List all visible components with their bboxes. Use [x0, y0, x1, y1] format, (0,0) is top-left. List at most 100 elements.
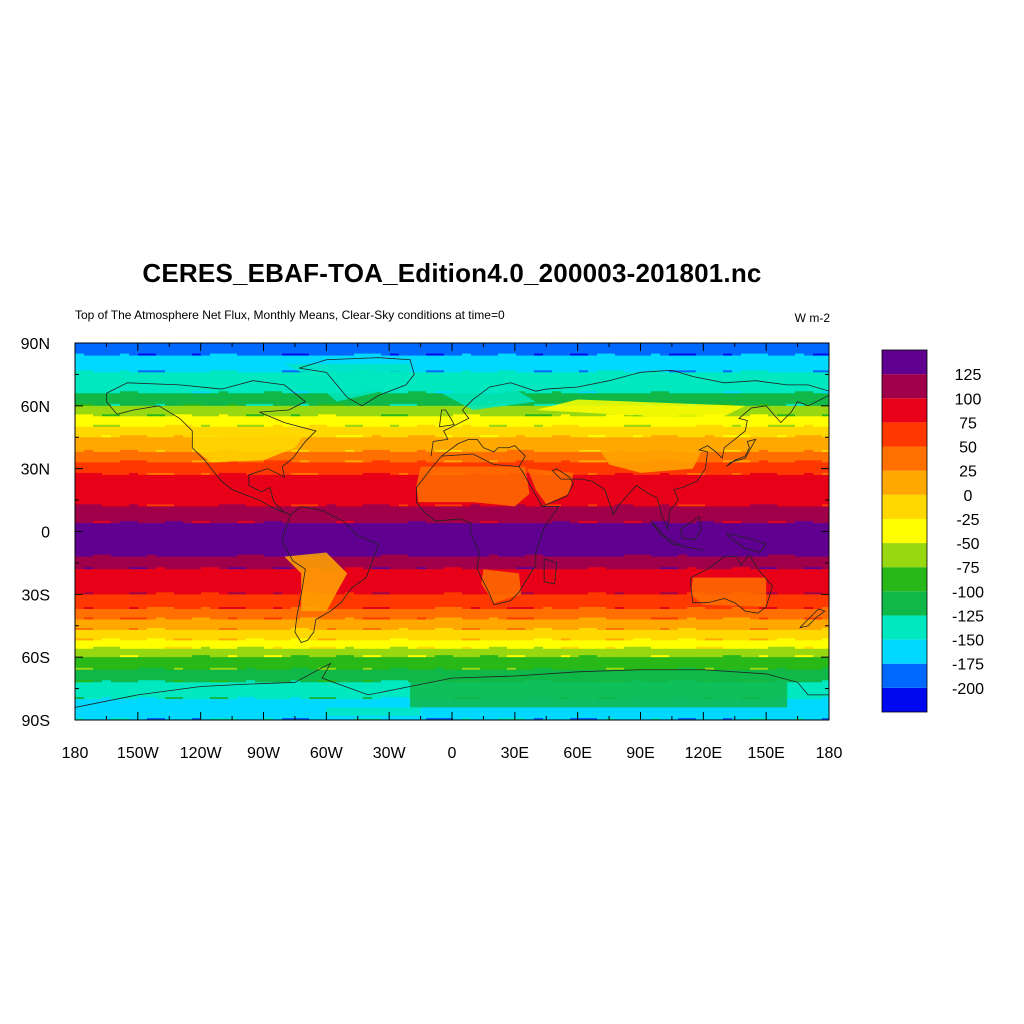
map-subtitle: Top of The Atmosphere Net Flux, Monthly …: [75, 308, 505, 322]
flux-cell: [282, 718, 291, 720]
lon-tick-label: 90E: [626, 745, 654, 762]
coastline: [415, 453, 560, 606]
flux-band: [75, 629, 829, 641]
flux-cell: [795, 718, 804, 720]
flux-cell: [111, 718, 120, 720]
colorbar-label: -200: [952, 681, 984, 698]
colorbar-label: -25: [956, 512, 979, 529]
flux-band: [75, 372, 829, 394]
flux-band: [75, 523, 829, 558]
colorbar-swatch: [882, 567, 927, 592]
coastline: [75, 662, 829, 708]
colorbar-frame: [881, 349, 928, 713]
land-patch: [190, 426, 306, 463]
flux-cell: [678, 718, 687, 720]
lon-tick-label: 30W: [373, 745, 407, 762]
lon-tick-label: 60E: [563, 745, 591, 762]
flux-cell: [210, 718, 219, 720]
coastline: [799, 608, 826, 629]
flux-cell: [75, 718, 84, 720]
lat-tick-label: 30S: [22, 587, 50, 604]
lat-tick-label: 60N: [21, 399, 50, 416]
lon-tick-label: 90W: [247, 745, 281, 762]
longitude-labels: 180 150W 120W 90W 60W 30W 0 30E 60E 90E 120E 150E 18…: [62, 745, 843, 762]
flux-cell: [687, 718, 696, 720]
colorbar-swatch: [882, 374, 927, 399]
coastline: [106, 380, 317, 516]
colorbar-swatch: [882, 639, 927, 664]
lon-tick-label: 120E: [685, 745, 722, 762]
land-patch: [416, 466, 530, 507]
flux-cell: [651, 718, 660, 720]
units-label: W m-2: [794, 311, 830, 325]
lon-tick-label: 150E: [747, 745, 784, 762]
lat-tick-label: 30N: [21, 462, 50, 479]
flux-cell: [534, 718, 543, 720]
lon-tick-label: 180: [816, 745, 843, 762]
coastlines: [75, 357, 829, 708]
colorbar-swatch: [882, 687, 927, 712]
flux-band: [75, 355, 829, 373]
coastline: [430, 369, 829, 457]
flux-band: [75, 648, 829, 658]
land-patch: [284, 363, 411, 402]
flux-cell: [570, 718, 579, 720]
colorbar-swatch: [882, 350, 927, 375]
colorbar-label: -100: [952, 584, 984, 601]
flux-cell: [426, 718, 435, 720]
latitude-labels: 90N 60N 30N 0 30S 60S 90S: [21, 336, 50, 730]
lat-tick-label: 90S: [22, 713, 50, 730]
colorbar-label: -50: [956, 536, 979, 553]
land-patch: [598, 443, 704, 473]
colorbar-swatch: [882, 422, 927, 447]
colorbar: 125 100 75 50 25 0 -25 -50 -75 -100 -125 -150 -175 -2…: [881, 349, 984, 713]
land-anomalies: [190, 363, 788, 716]
colorbar-label: 50: [959, 440, 977, 457]
flux-cell: [507, 718, 516, 720]
colorbar-swatch: [882, 470, 927, 495]
colorbar-label: 75: [959, 415, 977, 432]
land-patch: [326, 707, 421, 716]
lat-tick-label: 90N: [21, 336, 50, 353]
flux-band: [75, 619, 829, 631]
land-patch: [284, 552, 348, 612]
lon-tick-label: 0: [448, 745, 457, 762]
flux-cell: [435, 718, 444, 720]
flux-field: [75, 343, 829, 720]
colorbar-label: -175: [952, 657, 984, 674]
flux-band: [75, 506, 829, 524]
flux-band: [75, 657, 829, 671]
coastline: [541, 395, 829, 531]
flux-cell: [588, 718, 597, 720]
colorbar-swatch: [882, 398, 927, 423]
colorbar-label: -150: [952, 633, 984, 650]
coastline: [439, 409, 455, 428]
lon-tick-label: 180: [62, 745, 89, 762]
coastline: [281, 505, 380, 643]
flux-cell: [156, 718, 165, 720]
land-patch: [535, 399, 746, 417]
coastline: [298, 357, 415, 407]
flux-band: [75, 594, 829, 610]
colorbar-swatch: [882, 543, 927, 568]
axis-ticks: [74, 342, 830, 721]
land-patch: [441, 389, 536, 411]
colorbar-swatch: [882, 615, 927, 640]
flux-cell: [372, 718, 381, 720]
flux-cell: [750, 718, 759, 720]
colorbar-label: -75: [956, 560, 979, 577]
coastline: [726, 533, 767, 553]
land-patch: [527, 468, 574, 505]
land-patch: [410, 678, 788, 708]
flux-cell: [498, 718, 507, 720]
flux-cell: [363, 718, 372, 720]
colorbar-label: 0: [964, 488, 973, 505]
lon-tick-label: 30E: [501, 745, 529, 762]
colorbar-swatch: [882, 591, 927, 616]
coastline: [690, 553, 773, 614]
flux-cell: [147, 718, 156, 720]
colorbar-swatch: [882, 446, 927, 471]
colorbar-swatch: [882, 663, 927, 688]
colorbar-label: 25: [959, 464, 977, 481]
